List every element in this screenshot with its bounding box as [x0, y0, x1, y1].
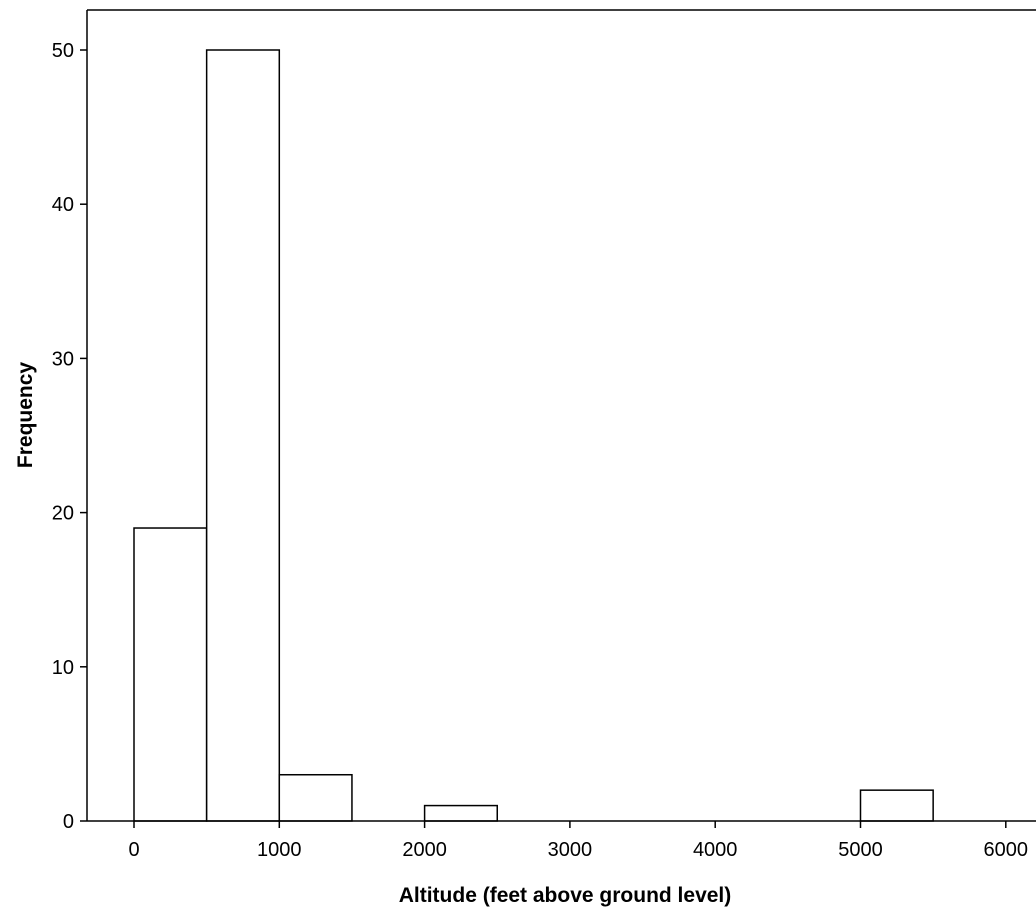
y-tick-label: 20: [52, 503, 74, 525]
bars-layer: [133, 49, 934, 822]
y-tick-label: 0: [63, 811, 74, 833]
y-tick-label: 50: [52, 40, 74, 62]
x-tick-label: 2000: [402, 839, 447, 861]
x-tick-label: 5000: [838, 839, 883, 861]
x-tick-label: 1000: [257, 839, 302, 861]
y-tick-label: 30: [52, 348, 74, 370]
histogram-bar: [423, 804, 499, 822]
axes-layer: [86, 9, 1036, 822]
x-axis-title: Altitude (feet above ground level): [399, 884, 732, 907]
y-tick-label: 10: [52, 657, 74, 679]
x-tick-label: 6000: [984, 839, 1029, 861]
y-tick-label: 40: [52, 194, 74, 216]
histogram-bar: [205, 49, 281, 822]
x-tick-label: 0: [128, 839, 139, 861]
histogram-bar: [278, 773, 353, 822]
y-ticks: 0 10 20 30 40 50: [52, 40, 87, 833]
histogram-bar: [133, 527, 208, 822]
x-tick-label: 4000: [693, 839, 738, 861]
x-ticks: 0 1000 2000 3000 4000 5000 6000: [128, 821, 1028, 861]
x-tick-label: 3000: [548, 839, 593, 861]
y-axis-title: Frequency: [14, 362, 37, 469]
histogram-bar: [859, 789, 934, 822]
